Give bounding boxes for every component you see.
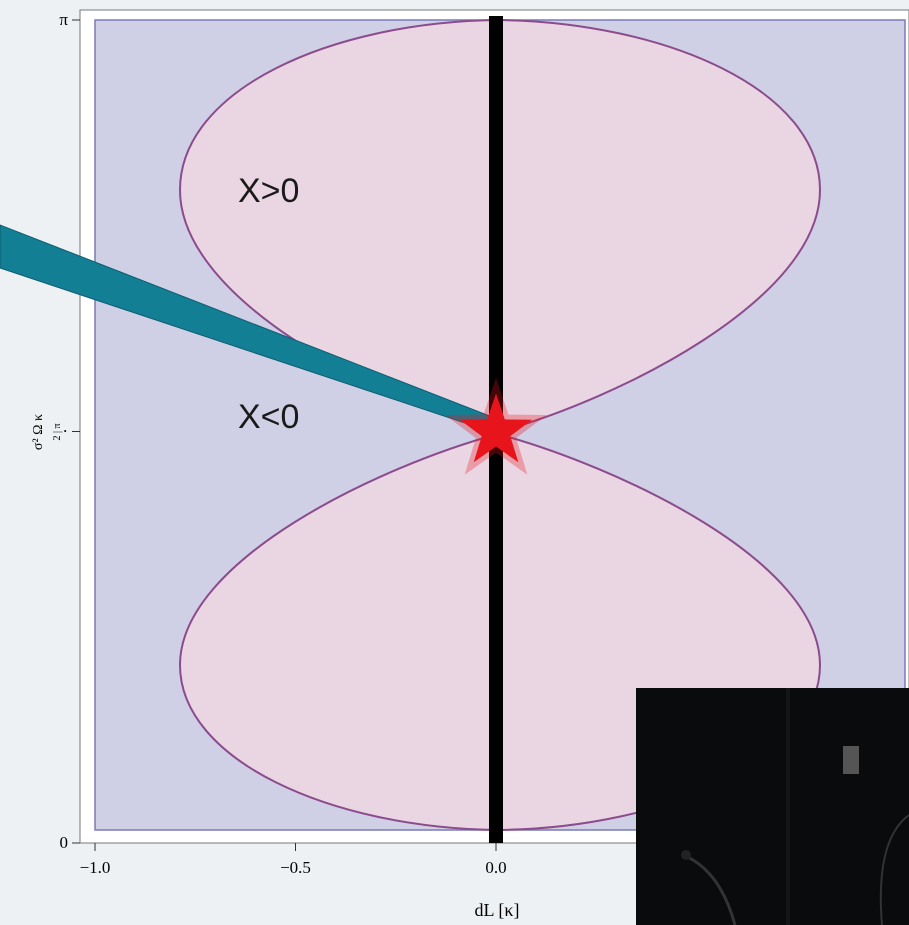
y-tick-label: π <box>59 10 68 29</box>
page: {"chart_data": {"type": "region", "xlabe… <box>0 0 909 925</box>
annotation: X>0 <box>238 172 299 210</box>
x-tick-label: −0.5 <box>280 858 311 877</box>
x-axis-label: dL [κ] <box>475 900 520 920</box>
y-axis-label: σ² Ω κ <box>31 414 46 450</box>
chart: X>0 X<0 dL [κ] σ² Ω κ 2 | π −1.0−0.50.00… <box>0 0 909 925</box>
annotation: X<0 <box>238 398 299 436</box>
y-tick-label: · <box>62 422 68 441</box>
x-tick-label: −1.0 <box>80 858 111 877</box>
y-tick-label: 0 <box>60 833 69 852</box>
x-tick-label: 0.0 <box>485 858 506 877</box>
video-inset <box>636 688 909 925</box>
